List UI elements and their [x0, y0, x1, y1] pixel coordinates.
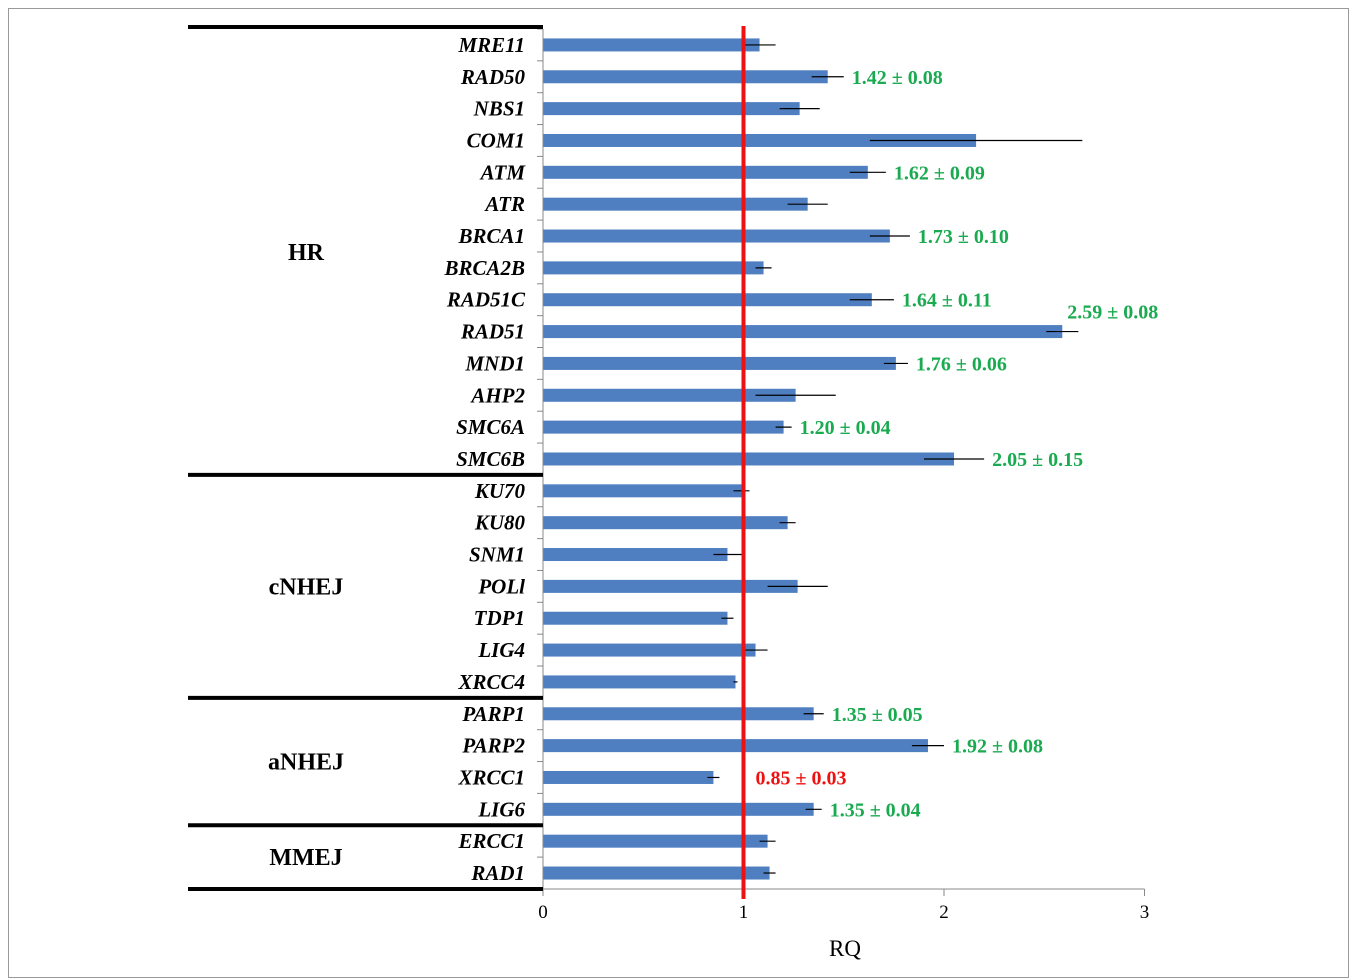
category-label: MRE11 — [457, 33, 525, 57]
value-annotation: 1.20 ± 0.04 — [800, 417, 891, 439]
value-annotation: 1.76 ± 0.06 — [916, 353, 1007, 375]
x-tick-label: 1 — [739, 902, 749, 923]
bar — [543, 770, 714, 784]
group-label: HR — [288, 240, 325, 266]
category-label: SNM1 — [469, 543, 525, 567]
bar — [543, 70, 828, 84]
category-label: XRCC4 — [457, 670, 525, 694]
bar — [543, 643, 756, 657]
value-annotation: 1.62 ± 0.09 — [894, 162, 985, 184]
category-label: RAD51C — [446, 288, 526, 312]
bar — [543, 579, 798, 593]
value-annotation: 1.35 ± 0.04 — [830, 799, 921, 821]
error-bars — [707, 44, 1083, 874]
bar — [543, 452, 955, 466]
category-label: KU70 — [474, 479, 526, 503]
value-annotation: 2.59 ± 0.08 — [1067, 302, 1158, 324]
category-label: SMC6A — [456, 415, 525, 439]
group-dividers: HR cNHEJ aNHEJ MMEJ — [188, 25, 543, 891]
category-label: NBS1 — [473, 97, 525, 121]
bar — [543, 739, 928, 753]
bar — [543, 261, 764, 275]
category-label: ATR — [483, 192, 525, 216]
value-annotation: 1.64 ± 0.11 — [902, 290, 992, 312]
x-axis-title: RQ — [829, 936, 861, 961]
value-annotation: 1.92 ± 0.08 — [952, 736, 1043, 758]
value-annotation: 1.73 ± 0.10 — [918, 226, 1009, 248]
category-label: MND1 — [464, 351, 525, 375]
category-label: SMC6B — [456, 447, 525, 471]
bar — [543, 325, 1063, 339]
bar — [543, 484, 742, 498]
bar — [543, 834, 768, 848]
category-label: LIG6 — [477, 797, 525, 821]
value-annotations: 1.42 ± 0.08 1.62 ± 0.09 1.73 ± 0.10 1.64 ± … — [756, 67, 1159, 822]
bar — [543, 707, 814, 721]
bar — [543, 388, 796, 402]
bar — [543, 516, 788, 530]
bar — [543, 38, 760, 52]
category-label: LIG4 — [477, 638, 525, 662]
bar — [543, 802, 814, 816]
value-annotation: 1.42 ± 0.08 — [852, 67, 943, 89]
bars — [543, 38, 1063, 880]
category-label: COM1 — [467, 128, 525, 152]
category-label: AHP2 — [469, 383, 525, 407]
category-ticks — [537, 28, 543, 890]
bar — [543, 611, 728, 625]
x-tick-label: 2 — [939, 902, 949, 923]
x-tick-label: 3 — [1140, 902, 1150, 923]
group-label: cNHEJ — [269, 574, 344, 600]
x-axis: 0 1 2 3 — [538, 29, 1149, 923]
category-label: TDP1 — [474, 606, 525, 630]
category-label: XRCC1 — [457, 765, 525, 789]
category-label: RAD1 — [470, 861, 525, 885]
bar — [543, 102, 800, 116]
value-annotation: 0.85 ± 0.03 — [756, 767, 847, 789]
category-label: RAD50 — [460, 65, 526, 89]
x-tick-label: 0 — [538, 902, 548, 923]
bar — [543, 293, 872, 307]
bar — [543, 356, 896, 370]
bar — [543, 548, 728, 562]
category-label: BRCA1 — [457, 224, 525, 248]
group-label: MMEJ — [269, 845, 342, 871]
value-annotation: 2.05 ± 0.15 — [992, 449, 1083, 471]
value-annotation: 1.35 ± 0.05 — [832, 704, 923, 726]
category-label: POLl — [477, 574, 525, 598]
bar — [543, 675, 736, 689]
category-label: PARP1 — [461, 702, 525, 726]
group-label: aNHEJ — [268, 750, 344, 776]
bar — [543, 866, 770, 880]
category-label: KU80 — [474, 511, 526, 535]
bar — [543, 133, 977, 147]
category-label: BRCA2B — [443, 256, 525, 280]
bar — [543, 197, 808, 211]
bar — [543, 165, 868, 179]
category-label: ERCC1 — [457, 829, 525, 853]
category-label: RAD51 — [460, 320, 525, 344]
category-label: PARP2 — [461, 734, 525, 758]
category-label: ATM — [479, 160, 527, 184]
bar — [543, 229, 890, 243]
bar — [543, 420, 784, 434]
category-labels: MRE11 RAD50 NBS1 COM1 ATM ATR BRCA1 BRCA2B RAD51… — [443, 33, 526, 885]
